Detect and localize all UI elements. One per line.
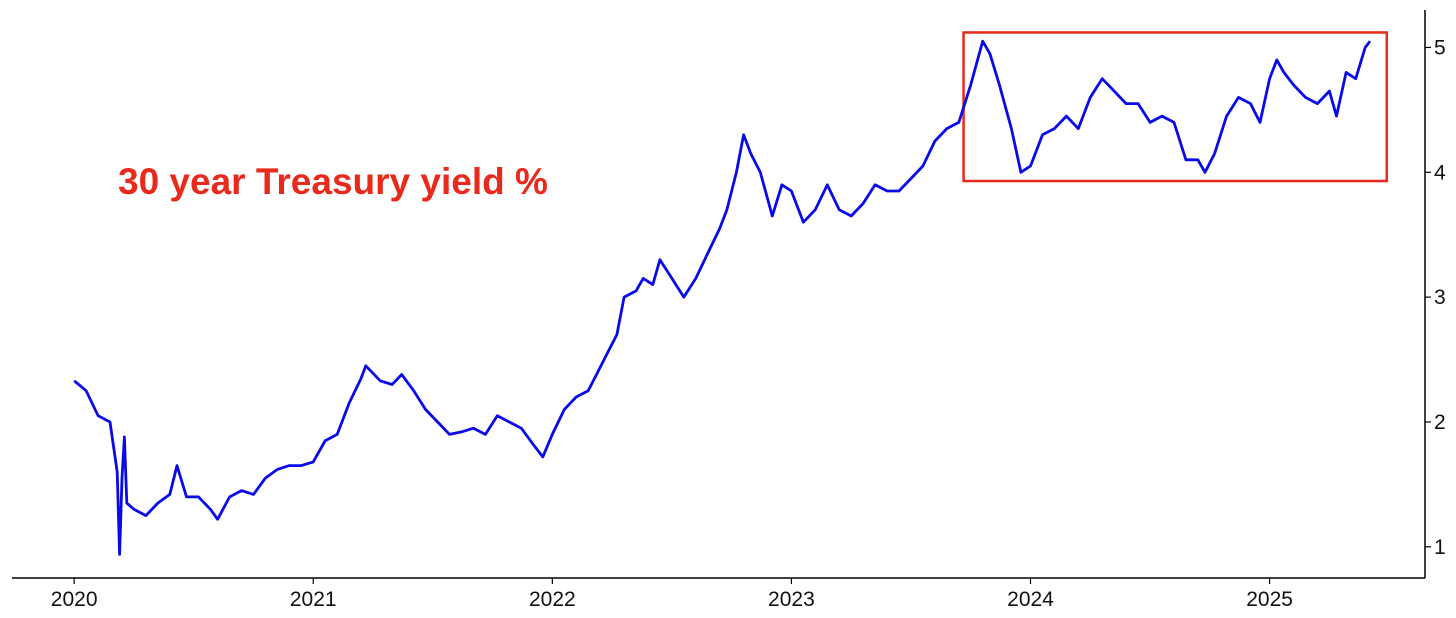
y-tick-label: 3 [1434, 286, 1446, 309]
y-tick-label: 5 [1434, 36, 1446, 59]
x-tick-label: 2020 [51, 588, 98, 611]
x-tick-label: 2021 [290, 588, 337, 611]
annotation: 30 year Treasury yield % [118, 161, 548, 202]
x-tick-label: 2025 [1246, 588, 1293, 611]
y-tick-label: 2 [1434, 411, 1446, 434]
x-tick-label: 2024 [1007, 588, 1054, 611]
y-tick-label: 4 [1434, 161, 1446, 184]
x-tick-label: 2022 [529, 588, 576, 611]
line [73, 39, 1372, 556]
x-tick-label: 2023 [768, 588, 815, 611]
y-tick-label: 1 [1434, 536, 1446, 559]
highlight-box [962, 31, 1388, 183]
